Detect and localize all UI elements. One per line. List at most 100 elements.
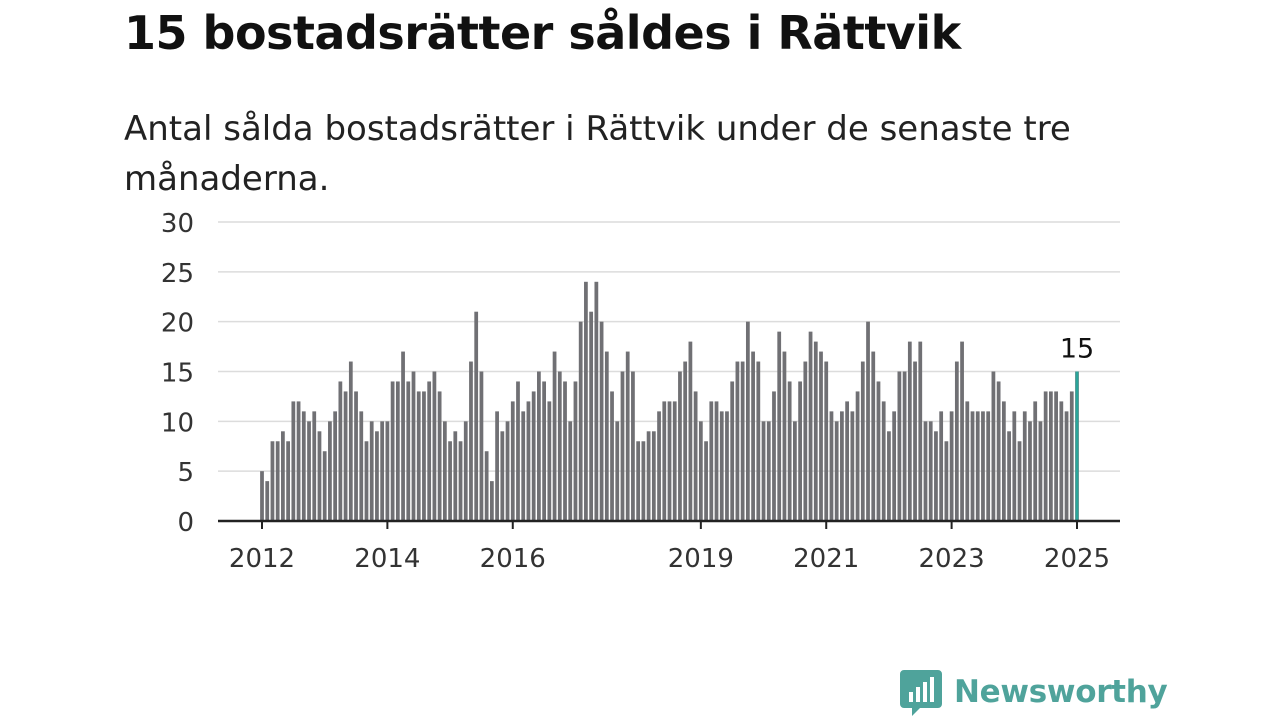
bar — [510, 401, 515, 521]
bar — [307, 421, 311, 521]
bar — [813, 341, 818, 521]
bar — [860, 361, 865, 521]
bar — [296, 401, 301, 521]
bar — [740, 361, 745, 521]
bar — [881, 401, 886, 521]
x-tick-label: 2021 — [793, 544, 859, 574]
bar — [317, 431, 322, 521]
bar — [934, 431, 938, 521]
bar — [615, 421, 620, 521]
bar — [772, 391, 776, 521]
bar — [651, 431, 656, 521]
chart-subtitle: Antal sålda bostadsrätter i Rättvik unde… — [124, 109, 1071, 199]
bar-highlight — [1075, 371, 1079, 521]
chart-title: 15 bostadsrätter såldes i Rättvik — [124, 6, 961, 60]
bar — [385, 421, 390, 521]
x-tick-label: 2012 — [229, 544, 295, 574]
bar — [516, 381, 520, 521]
y-tick-label: 5 — [177, 458, 194, 488]
bar — [1012, 411, 1017, 521]
bar — [761, 421, 766, 521]
bar — [557, 371, 562, 521]
bar — [646, 431, 651, 521]
bars — [260, 281, 1079, 521]
bar — [552, 351, 557, 521]
bar — [604, 351, 609, 521]
x-tick-label: 2023 — [919, 544, 985, 574]
bar — [1017, 441, 1022, 521]
bar — [928, 421, 933, 521]
bar — [526, 401, 531, 521]
bar — [537, 371, 541, 521]
bar — [693, 391, 698, 521]
bar — [819, 351, 823, 521]
bar — [803, 361, 808, 521]
bar — [787, 381, 792, 521]
bar — [312, 411, 317, 521]
bar — [505, 421, 510, 521]
bar — [798, 381, 802, 521]
bar — [1043, 391, 1048, 521]
bar — [996, 381, 1001, 521]
bar — [453, 431, 458, 521]
bar — [458, 441, 463, 521]
bar — [923, 421, 928, 521]
bar — [427, 381, 432, 521]
bar — [578, 321, 583, 521]
bar — [573, 381, 578, 521]
bar — [719, 411, 724, 521]
bar — [547, 401, 552, 521]
bar — [495, 411, 499, 521]
bar — [850, 411, 855, 521]
annotations: 15 — [1060, 334, 1094, 365]
bar — [333, 411, 338, 521]
newsworthy-logo-icon — [900, 670, 942, 716]
bar — [981, 411, 985, 521]
bar — [887, 431, 891, 521]
x-tick-label: 2014 — [354, 544, 420, 574]
bar — [1007, 431, 1011, 521]
bar — [751, 351, 755, 521]
y-tick-label: 15 — [161, 359, 194, 389]
bar — [845, 401, 850, 521]
bar — [871, 351, 876, 521]
x-tick-label: 2016 — [480, 544, 546, 574]
bar — [965, 401, 970, 521]
bar — [291, 401, 296, 521]
bar — [589, 311, 594, 521]
bar — [918, 341, 923, 521]
bar — [730, 381, 735, 521]
bar — [667, 401, 672, 521]
y-tick-label: 20 — [161, 309, 194, 339]
bar — [432, 371, 437, 521]
bar — [944, 441, 949, 521]
bar — [265, 481, 270, 521]
bar — [442, 421, 447, 521]
bar — [275, 441, 280, 521]
bar — [756, 361, 761, 521]
y-tick-label: 10 — [161, 408, 194, 438]
bar — [824, 361, 829, 521]
bar — [500, 431, 505, 521]
bar — [338, 381, 343, 521]
bar — [766, 421, 771, 521]
bar — [1054, 391, 1058, 521]
bar — [281, 431, 285, 521]
bar — [636, 441, 641, 521]
x-axis: 2012 2014 2016 2019 2021 2023 2025 — [218, 519, 1120, 574]
bar — [1038, 421, 1043, 521]
bar — [897, 371, 902, 521]
bar — [631, 371, 635, 521]
bar — [986, 411, 991, 521]
bar — [902, 371, 907, 521]
bar — [876, 381, 881, 521]
bar — [563, 381, 567, 521]
bar — [735, 361, 740, 521]
bar — [1048, 391, 1053, 521]
bar — [657, 411, 661, 521]
bar — [354, 391, 358, 521]
y-tick-label: 30 — [161, 209, 194, 239]
bar — [270, 441, 275, 521]
x-tick-label: 2019 — [668, 544, 734, 574]
bar — [1064, 411, 1069, 521]
